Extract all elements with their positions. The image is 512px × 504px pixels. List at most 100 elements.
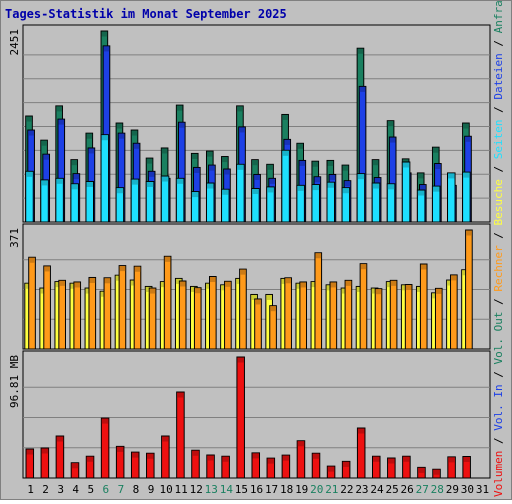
- x-tick-day-29: 29: [446, 483, 459, 496]
- bar-cap: [433, 469, 440, 475]
- bar-cap: [463, 172, 470, 178]
- bar-seiten-day-27: [416, 189, 426, 223]
- legend-item: Vol. Out: [492, 312, 505, 365]
- x-tick-labels: 1 2 3 4 5 6 7 8 9 10 11 12 13 14 15 16 17 18 19 20 21 22 23 24 2…: [27, 483, 489, 496]
- bar-rechner-day-20: [314, 252, 323, 350]
- bar-rechner-day-6: [103, 277, 112, 350]
- bar-seiten-day-14: [221, 188, 230, 223]
- bar-cap: [162, 436, 169, 442]
- bar-cap: [418, 467, 425, 473]
- bar-cap: [285, 278, 291, 284]
- bar-cap: [161, 148, 168, 154]
- bar-volumen-day-19: [296, 440, 306, 479]
- bar-cap: [56, 436, 64, 442]
- x-tick-day-13: 13: [205, 483, 218, 496]
- bar-seiten-day-15: [236, 163, 245, 223]
- x-tick-day-4: 4: [72, 483, 79, 496]
- bar-cap: [209, 277, 216, 283]
- bar-cap: [342, 188, 350, 194]
- bar-volumen-day-9: [146, 452, 155, 479]
- bar-cap: [252, 453, 260, 459]
- bar-cap: [206, 151, 213, 157]
- bar-cap: [269, 178, 275, 184]
- bar-cap: [327, 160, 334, 166]
- x-tick-day-5: 5: [87, 483, 94, 496]
- bar-cap: [417, 173, 424, 179]
- bar-cap: [236, 278, 242, 284]
- bar-cap: [405, 285, 412, 291]
- bar-rechner-day-25: [389, 279, 398, 350]
- series-volumen: [25, 356, 471, 479]
- bar-cap: [267, 458, 275, 464]
- bar-volumen-day-26: [402, 455, 411, 479]
- bar-cap: [239, 127, 245, 133]
- bar-cap: [44, 266, 50, 272]
- bar-volumen-day-2: [40, 447, 50, 479]
- bar-cap: [85, 288, 92, 294]
- legend-item: Vol. In: [492, 384, 505, 430]
- bar-cap: [207, 455, 214, 461]
- bar-cap: [432, 147, 439, 153]
- bar-cap: [115, 275, 122, 281]
- bar-cap: [462, 270, 468, 276]
- x-tick-day-3: 3: [57, 483, 64, 496]
- x-tick-day-31: 31: [476, 483, 489, 496]
- bar-cap: [360, 264, 367, 270]
- bar-volumen-day-12: [191, 449, 200, 479]
- bar-cap: [74, 282, 81, 288]
- bar-volumen-day-11: [176, 391, 185, 479]
- legend-item: /: [492, 365, 505, 385]
- bar-cap: [222, 157, 228, 163]
- x-tick-day-17: 17: [265, 483, 278, 496]
- bar-rechner-day-9: [148, 287, 157, 350]
- x-tick-day-9: 9: [148, 483, 155, 496]
- bar-seiten-day-21: [326, 181, 336, 223]
- bar-volumen-day-5: [85, 455, 95, 479]
- bar-rechner-day-12: [193, 287, 202, 350]
- bar-seiten-day-9: [145, 180, 155, 223]
- series-rechner: [28, 229, 473, 350]
- bar-seiten-day-30: [462, 171, 471, 223]
- bar-cap: [371, 288, 378, 294]
- bar-cap: [327, 182, 335, 188]
- panel-max-label: 96.81 MB: [8, 355, 21, 408]
- bar-cap: [356, 286, 363, 292]
- bar-cap: [357, 174, 365, 180]
- bar-seiten-day-18: [281, 149, 290, 223]
- bar-rechner-day-1: [28, 256, 36, 350]
- bar-volumen-day-4: [70, 462, 80, 479]
- bar-seiten-day-3: [55, 177, 64, 223]
- bar-cap: [281, 278, 288, 284]
- x-tick-day-19: 19: [295, 483, 308, 496]
- x-tick-day-23: 23: [355, 483, 368, 496]
- bar-cap: [240, 269, 246, 275]
- bar-volumen-day-14: [221, 455, 230, 479]
- bar-cap: [145, 286, 152, 292]
- panel-2: 371: [8, 223, 491, 350]
- bar-seiten-day-1: [25, 170, 34, 223]
- bar-cap: [71, 184, 78, 190]
- bar-cap: [160, 282, 167, 288]
- bar-cap: [386, 282, 393, 288]
- x-tick-day-30: 30: [461, 483, 474, 496]
- bar-cap: [357, 428, 365, 434]
- bar-rechner-day-30: [465, 229, 473, 350]
- bar-cap: [178, 122, 185, 128]
- panels: 2451 371 96.81 MB: [8, 24, 491, 479]
- bar-rechner-day-24: [374, 288, 383, 350]
- panel-max-label: 2451: [8, 29, 21, 56]
- bar-cap: [130, 280, 137, 286]
- bar-rechner-day-2: [43, 265, 51, 350]
- bar-cap: [284, 139, 291, 145]
- x-tick-day-16: 16: [250, 483, 263, 496]
- bar-cap: [282, 150, 289, 156]
- bar-cap: [88, 148, 95, 154]
- bar-seiten-day-22: [341, 187, 351, 223]
- bar-cap: [100, 291, 107, 297]
- bar-cap: [209, 165, 215, 171]
- x-tick-day-11: 11: [175, 483, 188, 496]
- x-tick-day-8: 8: [133, 483, 140, 496]
- bar-cap: [387, 184, 395, 190]
